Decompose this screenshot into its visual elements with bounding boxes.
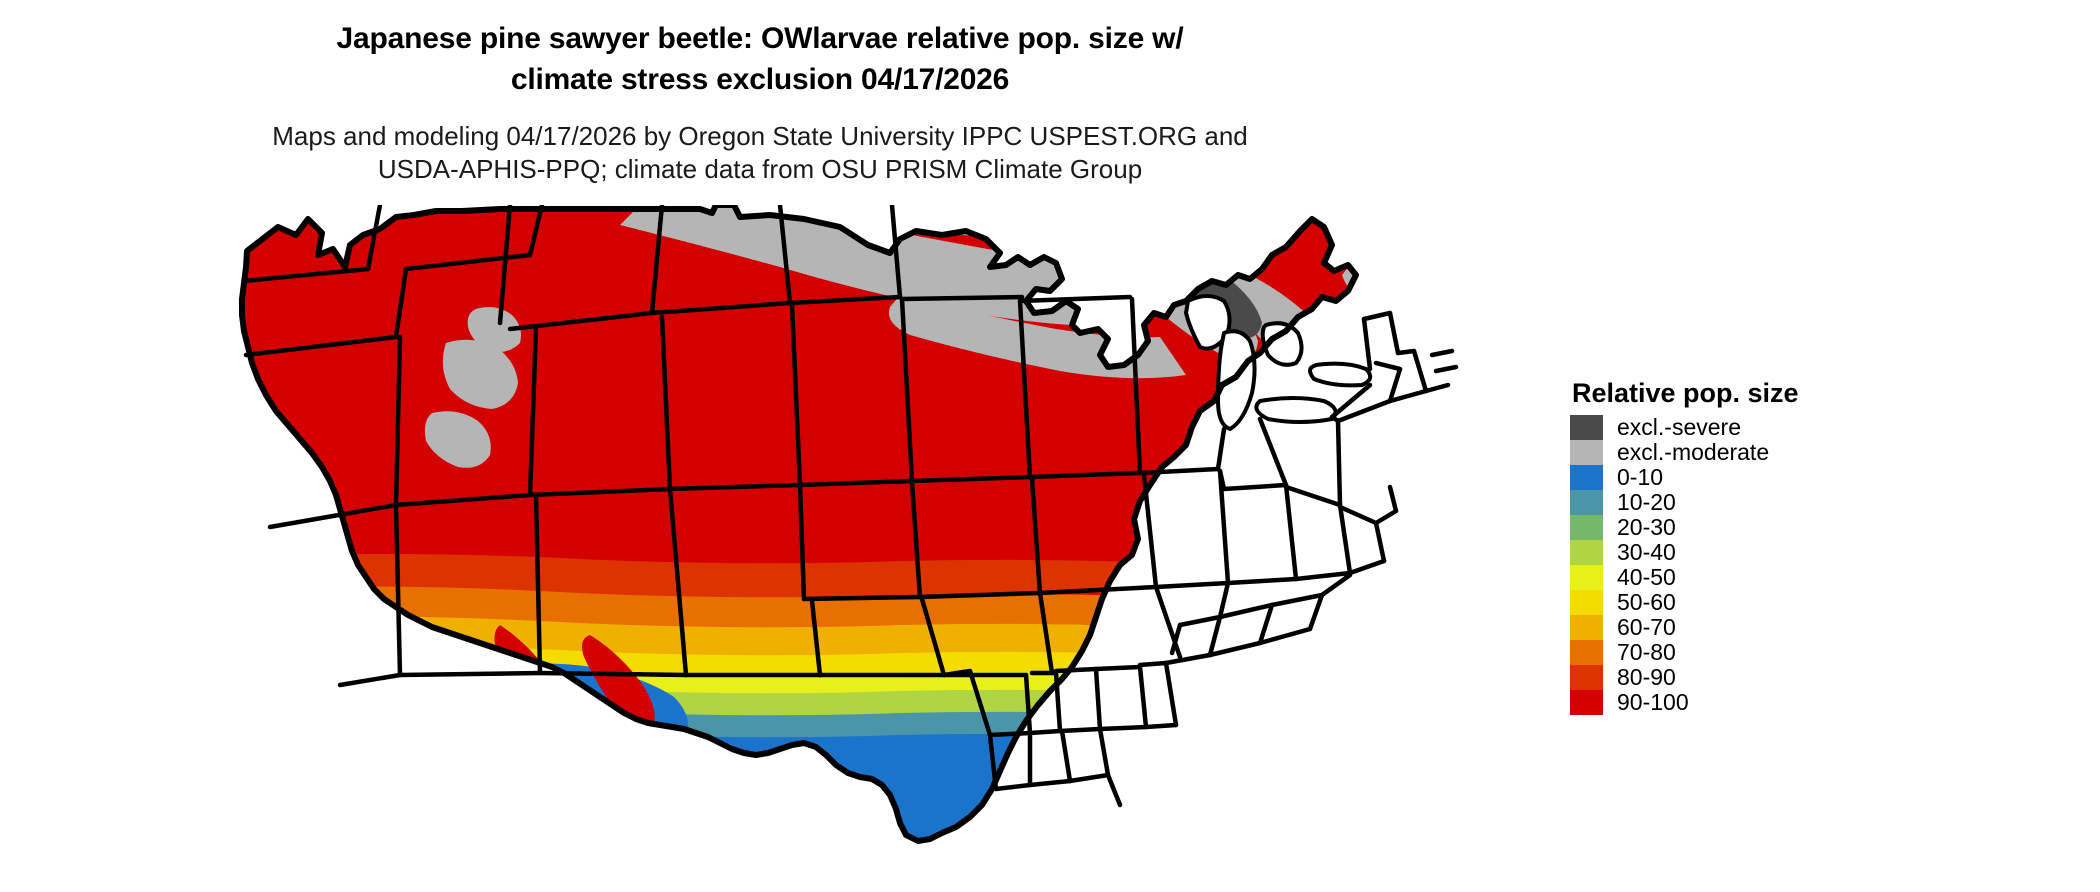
- legend-label: 90-100: [1617, 689, 1689, 715]
- excl-severe-maine: [1390, 235, 1494, 320]
- legend-item: 90-100: [1570, 690, 1799, 715]
- legend-item: 80-90: [1570, 665, 1799, 690]
- lake-erie: [1254, 396, 1338, 424]
- legend-label: 20-30: [1617, 514, 1676, 540]
- legend-rows: excl.-severe excl.-moderate 0-10 10-20 20-30…: [1570, 415, 1799, 715]
- legend-title: Relative pop. size: [1572, 378, 1799, 408]
- legend-label: excl.-severe: [1617, 414, 1741, 440]
- national-border: [239, 205, 1359, 844]
- excl-moderate-idaho-patch: [467, 307, 521, 352]
- legend-label: 60-70: [1617, 614, 1676, 640]
- legend-swatch: [1570, 440, 1603, 465]
- legend-swatch: [1570, 565, 1603, 590]
- legend-label: excl.-moderate: [1617, 439, 1770, 465]
- class-layer-0-10-socal: [311, 668, 519, 753]
- legend-item: 70-80: [1570, 640, 1799, 665]
- legend-item: 30-40: [1570, 540, 1799, 565]
- legend-swatch: [1570, 515, 1603, 540]
- legend-item: 10-20: [1570, 490, 1799, 515]
- title-line-2: climate stress exclusion 04/17/2026: [510, 63, 1010, 96]
- page-title: Japanese pine sawyer beetle: OWlarvae re…: [0, 18, 1520, 100]
- ridge-high-sw-2: [582, 635, 655, 732]
- excl-moderate-new-england: [1342, 265, 1356, 358]
- legend-swatch: [1570, 690, 1603, 715]
- subtitle-line-2: USDA-APHIS-PPQ; climate data from OSU PR…: [377, 154, 1143, 184]
- legend-swatch: [1570, 540, 1603, 565]
- legend-swatch: [1570, 490, 1603, 515]
- class-layer-0-10-south: [242, 726, 1356, 841]
- legend-label: 70-80: [1617, 639, 1676, 665]
- legend-label: 50-60: [1617, 589, 1676, 615]
- legend-swatch: [1570, 665, 1603, 690]
- legend-label: 30-40: [1617, 539, 1676, 565]
- legend-swatch: [1570, 590, 1603, 615]
- legend-item: 20-30: [1570, 515, 1799, 540]
- map-legend: Relative pop. size excl.-severe excl.-mod…: [1570, 378, 1799, 715]
- legend-item: excl.-severe: [1570, 415, 1799, 440]
- page-subtitle: Maps and modeling 04/17/2026 by Oregon S…: [0, 120, 1520, 186]
- legend-item: excl.-moderate: [1570, 440, 1799, 465]
- subtitle-line-1: Maps and modeling 04/17/2026 by Oregon S…: [272, 121, 1248, 151]
- legend-swatch: [1570, 640, 1603, 665]
- us-map-svg: [239, 205, 1494, 844]
- legend-label: 10-20: [1617, 489, 1676, 515]
- legend-swatch: [1570, 415, 1603, 440]
- legend-item: 60-70: [1570, 615, 1799, 640]
- excl-moderate-utah-1: [442, 339, 518, 409]
- legend-label: 80-90: [1617, 664, 1676, 690]
- legend-item: 0-10: [1570, 465, 1799, 490]
- legend-item: 40-50: [1570, 565, 1799, 590]
- legend-swatch: [1570, 615, 1603, 640]
- legend-swatch: [1570, 465, 1603, 490]
- choropleth-map: [200, 205, 1500, 845]
- legend-label: 40-50: [1617, 564, 1676, 590]
- legend-item: 50-60: [1570, 590, 1799, 615]
- title-line-1: Japanese pine sawyer beetle: OWlarvae re…: [336, 22, 1184, 55]
- excl-moderate-maine-fringe: [1382, 243, 1482, 319]
- excl-moderate-utah-2: [424, 411, 491, 468]
- lake-ontario: [1308, 361, 1373, 388]
- legend-label: 0-10: [1617, 464, 1664, 490]
